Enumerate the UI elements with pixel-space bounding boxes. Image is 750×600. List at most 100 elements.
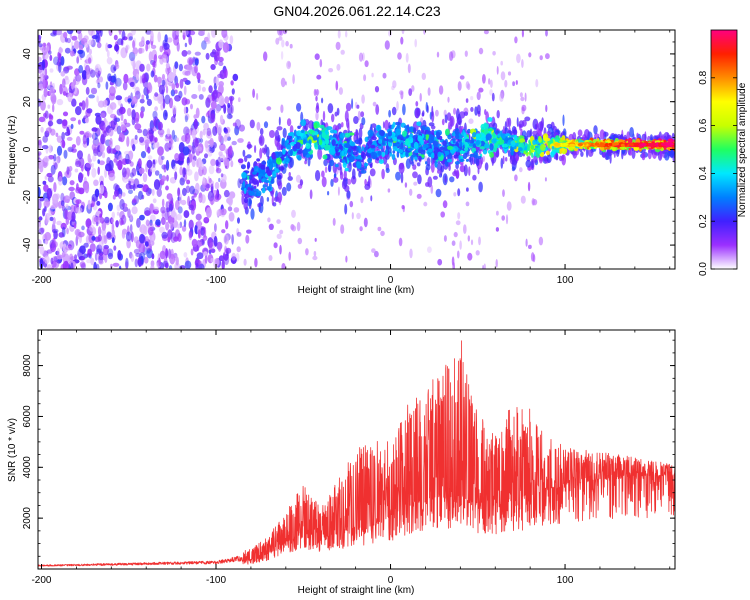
noise-blob — [95, 221, 99, 227]
noise-blob — [141, 94, 145, 100]
noise-blob — [275, 37, 280, 45]
noise-blob — [411, 85, 415, 92]
noise-blob — [397, 52, 402, 60]
noise-blob — [87, 168, 90, 177]
noise-blob — [273, 242, 278, 249]
signal-blob — [395, 128, 401, 135]
noise-blob — [138, 47, 143, 54]
noise-blob — [174, 95, 181, 102]
noise-blob — [92, 130, 96, 141]
signal-halo — [288, 172, 291, 177]
noise-blob — [46, 188, 53, 199]
noise-blob — [183, 85, 187, 96]
noise-blob — [424, 155, 427, 163]
noise-blob — [76, 56, 80, 64]
noise-blob — [360, 196, 364, 204]
signal-halo — [341, 179, 347, 190]
noise-blob — [276, 233, 282, 239]
noise-blob — [141, 73, 147, 84]
signal-blob — [338, 143, 343, 150]
noise-blob — [409, 248, 413, 259]
noise-blob — [146, 63, 151, 72]
noise-blob — [71, 98, 77, 107]
signal-blob — [391, 124, 395, 130]
noise-blob — [419, 92, 422, 102]
noise-blob — [467, 235, 470, 242]
signal-blob — [364, 136, 369, 143]
noise-blob — [227, 206, 233, 212]
noise-blob — [95, 115, 102, 125]
signal-blob — [459, 140, 463, 148]
noise-blob — [207, 94, 213, 103]
noise-blob — [374, 250, 379, 258]
noise-blob — [545, 53, 550, 60]
noise-blob — [121, 192, 126, 197]
signal-halo — [432, 175, 438, 180]
signal-halo — [442, 200, 448, 209]
noise-blob — [236, 228, 240, 236]
signal-blob — [420, 140, 424, 146]
noise-blob — [150, 44, 157, 50]
noise-blob — [101, 151, 106, 159]
noise-blob — [455, 220, 461, 226]
signal-halo — [472, 174, 477, 181]
noise-blob — [212, 89, 218, 100]
noise-blob — [160, 206, 166, 214]
noise-blob — [113, 245, 117, 251]
noise-blob — [62, 139, 66, 149]
noise-blob — [527, 181, 531, 192]
noise-blob — [211, 49, 217, 55]
signal-halo — [259, 128, 264, 136]
noise-blob — [91, 167, 97, 178]
signal-blob — [268, 161, 274, 170]
noise-blob — [203, 122, 210, 131]
noise-blob — [104, 120, 109, 127]
noise-blob — [111, 229, 116, 239]
noise-blob — [195, 213, 202, 221]
y-tick-label: 40 — [22, 48, 33, 60]
snr-series-line — [38, 340, 675, 567]
noise-blob — [470, 239, 474, 246]
noise-blob — [228, 212, 235, 222]
noise-blob — [337, 30, 341, 39]
noise-blob — [151, 253, 155, 260]
noise-blob — [59, 83, 63, 95]
noise-blob — [205, 184, 211, 189]
signal-halo — [455, 169, 460, 180]
noise-blob — [87, 57, 92, 64]
signal-halo — [468, 166, 471, 177]
noise-blob — [208, 85, 213, 94]
noise-blob — [99, 144, 105, 153]
noise-blob — [83, 35, 89, 42]
signal-blob — [295, 142, 301, 150]
noise-blob — [97, 70, 101, 77]
noise-blob — [223, 234, 229, 245]
noise-blob — [109, 102, 117, 110]
signal-blob — [627, 137, 633, 145]
signal-halo — [299, 179, 303, 186]
noise-blob — [203, 227, 207, 238]
signal-blob — [360, 170, 367, 174]
noise-blob — [545, 30, 548, 37]
noise-blob — [528, 52, 532, 58]
noise-blob — [48, 144, 53, 154]
signal-blob — [425, 161, 428, 165]
noise-blob — [150, 70, 155, 78]
noise-blob — [165, 248, 169, 259]
noise-blob — [62, 176, 68, 186]
noise-blob — [539, 55, 543, 61]
noise-blob — [78, 44, 84, 52]
signal-blob — [271, 152, 277, 160]
noise-blob — [154, 92, 159, 97]
noise-blob — [489, 89, 493, 96]
noise-blob — [206, 207, 212, 218]
noise-blob — [169, 177, 177, 184]
noise-blob — [43, 112, 47, 118]
noise-blob — [103, 124, 106, 131]
noise-blob — [168, 71, 175, 82]
noise-blob — [135, 252, 143, 258]
signal-blob — [464, 147, 469, 152]
signal-ridge — [613, 142, 620, 146]
signal-ridge — [605, 143, 609, 147]
noise-blob — [286, 60, 291, 70]
